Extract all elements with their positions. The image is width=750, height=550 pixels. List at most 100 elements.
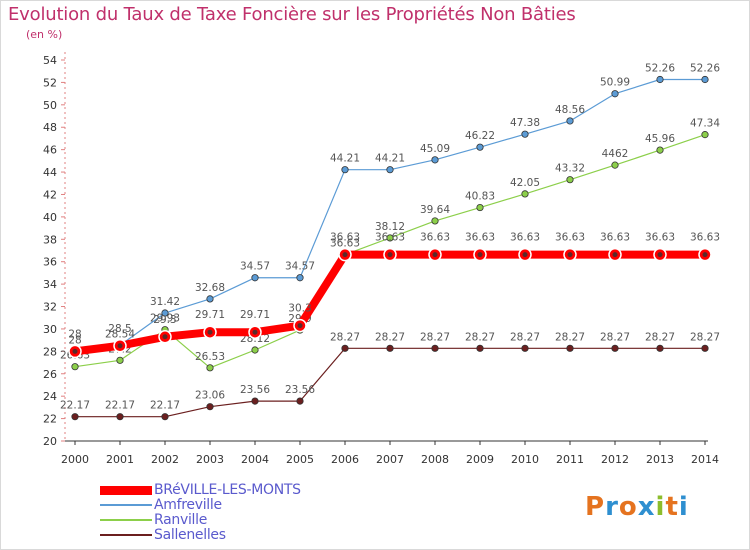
data-label: 32.68 — [195, 282, 225, 294]
data-label: 40.83 — [465, 191, 495, 203]
data-label: 48.56 — [555, 104, 585, 116]
data-point — [521, 130, 529, 138]
data-point — [656, 344, 664, 352]
data-label: 46.22 — [465, 130, 495, 142]
data-point-center — [117, 343, 123, 349]
data-label: 28.27 — [600, 331, 630, 343]
data-label: 23.56 — [240, 384, 270, 396]
x-tick-label: 2001 — [106, 453, 134, 466]
x-tick-label: 2008 — [421, 453, 449, 466]
data-label: 23.56 — [285, 384, 315, 396]
data-point — [161, 413, 169, 421]
data-point — [251, 397, 259, 405]
y-tick-label: 28 — [43, 345, 57, 358]
y-tick-label: 24 — [43, 390, 57, 403]
chart-title: Evolution du Taux de Taxe Foncière sur l… — [8, 4, 576, 25]
data-label: 50.99 — [600, 77, 630, 89]
data-label: 36.63 — [645, 232, 675, 244]
y-tick-label: 48 — [43, 121, 57, 134]
data-label: 22.17 — [150, 400, 180, 412]
data-point — [161, 309, 169, 317]
data-label: 36.63 — [420, 232, 450, 244]
data-point — [251, 346, 259, 354]
y-tick-label: 34 — [43, 278, 57, 291]
data-point — [566, 344, 574, 352]
data-point — [611, 90, 619, 98]
data-label: 45.09 — [420, 143, 450, 155]
data-label: 29.3 — [153, 314, 176, 326]
data-label: 28.54 — [105, 328, 135, 340]
legend-label: Ranville — [154, 512, 208, 528]
y-tick-label: 44 — [43, 166, 57, 179]
data-label: 45.96 — [645, 133, 675, 145]
data-point-center — [297, 323, 303, 329]
logo-letter: i — [678, 492, 689, 522]
data-point-center — [657, 252, 663, 258]
data-point — [521, 190, 529, 198]
data-label: 52.26 — [645, 62, 675, 74]
legend-swatch — [100, 486, 152, 495]
data-point — [566, 117, 574, 125]
line-chart: 20 22 24 26 28 30 32 34 36 38 40 42 44 46 48 50 52 54 2000… — [43, 52, 720, 466]
y-tick-label: 36 — [43, 256, 57, 269]
x-tick-label: 2009 — [466, 453, 494, 466]
data-point — [296, 397, 304, 405]
data-point — [656, 75, 664, 84]
data-point-center — [432, 252, 438, 258]
data-label: 29.71 — [195, 309, 225, 321]
data-label: 39.64 — [420, 204, 450, 216]
data-label: 36.63 — [600, 232, 630, 244]
data-label: 44.21 — [330, 153, 360, 165]
y-tick-label: 46 — [43, 144, 57, 157]
data-point-center — [207, 329, 213, 335]
legend-swatch — [100, 504, 152, 506]
data-point — [341, 166, 349, 174]
data-label: 42.05 — [510, 177, 540, 189]
legend-swatch — [100, 534, 152, 536]
data-point — [116, 356, 124, 364]
data-point — [206, 403, 214, 411]
x-tick-label: 2005 — [286, 453, 314, 466]
data-point — [341, 344, 349, 352]
x-tick-label: 2010 — [511, 453, 539, 466]
data-point — [206, 364, 214, 372]
data-label: 36.63 — [555, 232, 585, 244]
y-tick-label: 32 — [43, 301, 57, 314]
data-point — [611, 161, 619, 169]
data-label: 36.63 — [690, 232, 720, 244]
data-point-center — [72, 348, 78, 354]
y-tick-label: 54 — [43, 54, 57, 67]
data-label: 44.21 — [375, 153, 405, 165]
y-tick-label: 26 — [43, 368, 57, 381]
data-label: 52.26 — [690, 62, 720, 74]
data-point — [656, 146, 664, 154]
data-label: 31.42 — [150, 296, 180, 308]
y-tick-label: 50 — [43, 99, 57, 112]
y-tick-label: 40 — [43, 211, 57, 224]
data-label: 29.93 — [150, 313, 180, 325]
data-label: 28.27 — [690, 331, 720, 343]
data-point — [71, 363, 79, 371]
x-tick-label: 2000 — [61, 453, 89, 466]
data-point — [476, 143, 484, 151]
x-tick-label: 2006 — [331, 453, 359, 466]
data-label: 4462 — [602, 148, 629, 160]
data-point-center — [612, 252, 618, 258]
data-label: 36.63 — [330, 232, 360, 244]
x-tick-label: 2014 — [691, 453, 719, 466]
data-label: 28.27 — [420, 331, 450, 343]
logo-letter: i — [655, 492, 666, 522]
data-label: 28 — [68, 328, 81, 340]
y-tick-label: 22 — [43, 413, 57, 426]
data-label: 36.63 — [465, 232, 495, 244]
data-point — [71, 413, 79, 421]
logo-letter: x — [637, 492, 656, 522]
x-tick-label: 2007 — [376, 453, 404, 466]
data-point-center — [252, 329, 258, 335]
data-point — [701, 75, 709, 84]
data-label: 43.32 — [555, 163, 585, 175]
y-tick-label: 52 — [43, 76, 57, 89]
data-label: 22.17 — [60, 400, 90, 412]
data-label: 36.63 — [510, 232, 540, 244]
x-tick-label: 2013 — [646, 453, 674, 466]
